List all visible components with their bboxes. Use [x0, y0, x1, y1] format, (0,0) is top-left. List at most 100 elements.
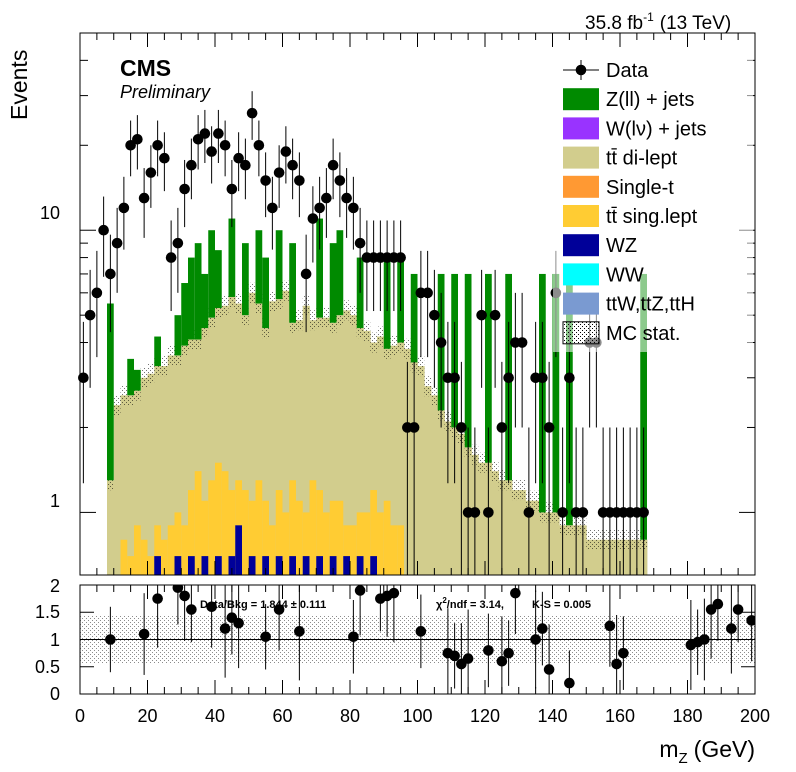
- ttbar-singlelep-bar: [194, 471, 202, 575]
- ttbar-dilep-bar: [309, 320, 317, 575]
- mc-stat-band: [282, 280, 290, 301]
- ratio-point: [388, 587, 400, 599]
- ratio-point: [449, 650, 460, 662]
- x-tick-label: 160: [605, 706, 635, 726]
- wz-bar: [289, 556, 296, 575]
- data-point: [321, 192, 332, 204]
- mc-stat-band: [383, 338, 391, 359]
- ttbar-dilep-bar: [586, 539, 594, 575]
- ttbar-dilep-bar: [188, 339, 196, 575]
- ttbar-dilep-bar: [242, 315, 250, 575]
- data-point: [456, 422, 467, 433]
- mc-stat-band: [512, 480, 519, 501]
- legend-label-zjets: Z(ll) + jets: [606, 89, 694, 111]
- wz-bar: [356, 556, 364, 575]
- mc-stat-band: [343, 300, 350, 321]
- wz-bar: [316, 556, 323, 575]
- data-point: [348, 202, 359, 214]
- ratio-panel: [79, 584, 756, 695]
- legend: Data Z(ll) + jets W(lν) + jets tt̄ di-lept S…: [553, 52, 753, 352]
- ttbar-singlelep-bar: [343, 525, 350, 575]
- ttbar-dilep-bar: [174, 355, 182, 575]
- legend-swatch-ttx: [563, 292, 599, 315]
- ttbar-dilep-bar: [437, 410, 445, 575]
- legend-swatch-ww: [563, 263, 599, 286]
- ratio-point: [415, 626, 427, 637]
- ratio-point: [273, 604, 285, 615]
- mc-stat-band: [296, 310, 303, 331]
- ttbar-dilep-bar: [593, 539, 601, 575]
- zjets-bar: [485, 273, 492, 463]
- ratio-point: [537, 623, 548, 634]
- zjets-bar: [410, 273, 418, 363]
- legend-label-ttsl: tt̄ sing.lept: [606, 206, 698, 228]
- ttbar-singlelep-bar: [120, 539, 128, 575]
- ratio-point: [152, 593, 163, 604]
- legend-label-wjets: W(lν) + jets: [606, 118, 707, 140]
- legend-label-data: Data: [606, 60, 649, 82]
- ttbar-dilep-bar: [491, 471, 499, 575]
- ttbar-dilep-bar: [282, 290, 290, 575]
- zjets-bar: [242, 243, 249, 316]
- x-tick-label: 20: [137, 706, 157, 726]
- ttbar-dilep-bar: [451, 427, 459, 575]
- ttbar-singlelep-bar: [356, 512, 364, 575]
- zjets-bar: [208, 230, 215, 318]
- ttbar-singlelep-bar: [167, 525, 175, 575]
- ttbar-singlelep-bar: [336, 500, 344, 575]
- ttbar-dilep-bar: [397, 342, 405, 575]
- ttbar-dilep-bar: [383, 348, 391, 575]
- data-point: [496, 422, 508, 433]
- ttbar-dilep-bar: [120, 395, 128, 575]
- ratio-point: [530, 634, 541, 645]
- ratio-point: [746, 615, 755, 626]
- data-point: [422, 287, 433, 299]
- data-point: [260, 175, 271, 186]
- ttbar-dilep-bar: [424, 386, 432, 575]
- ttbar-dilep-bar: [539, 512, 547, 575]
- data-point: [429, 309, 440, 321]
- data-point: [91, 287, 103, 299]
- ttbar-singlelep-bar: [242, 490, 249, 575]
- zjets-bar: [201, 273, 209, 329]
- ttbar-dilep-bar: [147, 373, 155, 575]
- ratio-point: [105, 634, 116, 645]
- ttbar-dilep-bar: [566, 525, 574, 575]
- ttbar-dilep-bar: [221, 305, 229, 575]
- zjets-bar: [329, 243, 337, 323]
- mc-stat-band: [586, 529, 593, 550]
- ttbar-dilep-bar: [215, 308, 223, 575]
- data-point: [334, 175, 346, 186]
- ttbar-dilep-bar: [478, 462, 486, 575]
- ttbar-dilep-bar: [275, 299, 283, 575]
- ttbar-dilep-bar: [248, 292, 256, 575]
- mc-stat-band: [478, 452, 485, 473]
- data-point: [483, 507, 494, 518]
- zjets-bar: [255, 230, 263, 304]
- ttbar-singlelep-bar: [390, 525, 398, 575]
- legend-label-ttx: ttW,ttZ,ttH: [606, 294, 695, 316]
- data-point: [564, 372, 575, 384]
- ttbar-dilep-bar: [417, 366, 425, 575]
- mc-stat-band: [377, 326, 384, 347]
- legend-swatch-wjets: [563, 117, 599, 140]
- ratio-point: [462, 653, 474, 664]
- ttbar-singlelep-bar: [350, 525, 357, 575]
- data-point: [294, 175, 305, 186]
- data-point: [186, 159, 197, 171]
- ratio-point: [186, 604, 197, 615]
- y-tick-label: 10: [40, 203, 60, 223]
- ks-label: K-S = 0.005: [532, 599, 591, 611]
- legend-swatch-zjets: [563, 88, 599, 111]
- ttbar-dilep-bar: [518, 490, 526, 575]
- ttbar-dilep-bar: [370, 342, 378, 575]
- data-point: [503, 372, 514, 384]
- data-point: [138, 192, 150, 204]
- data-point: [132, 134, 143, 145]
- ttbar-singlelep-bar: [147, 556, 155, 575]
- ttbar-dilep-bar: [127, 395, 135, 575]
- x-tick-label: 40: [205, 706, 225, 726]
- data-point: [516, 337, 528, 348]
- ratio-point: [294, 626, 305, 637]
- ttbar-singlelep-bar: [228, 490, 236, 575]
